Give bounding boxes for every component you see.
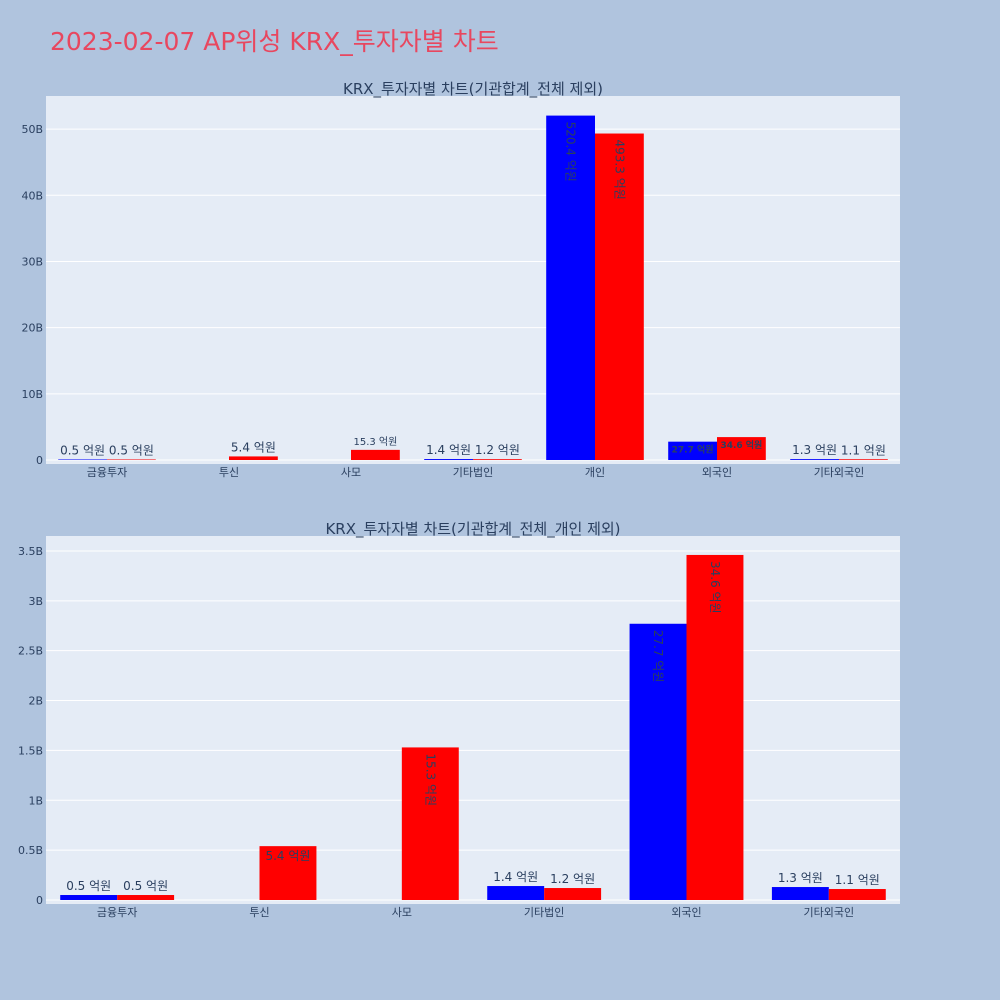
data-label: 1.3 억원 <box>778 871 823 885</box>
data-label: 34.6 억원 <box>708 561 722 614</box>
bar <box>487 886 545 900</box>
chart-title: KRX_투자자별 차트(기관합계_전체 제외) <box>343 80 603 99</box>
x-tick-label: 금융투자 <box>97 906 137 919</box>
bar <box>229 456 278 460</box>
data-label: 1.1 억원 <box>841 443 886 457</box>
bar <box>544 888 602 900</box>
data-label: 1.2 억원 <box>475 443 520 457</box>
x-tick-label: 기타외국인 <box>804 906 855 919</box>
bar <box>259 846 317 900</box>
bar <box>424 459 473 460</box>
data-label: 520.4 억원 <box>564 122 578 182</box>
bar <box>401 747 459 900</box>
data-label: 0.5 억원 <box>66 879 111 893</box>
data-label: 27.7 억원 <box>651 630 665 683</box>
bar <box>629 623 687 900</box>
bar <box>60 895 118 900</box>
data-label: 0.5 억원 <box>109 444 154 458</box>
x-tick-label: 개인 <box>585 466 605 479</box>
bar <box>790 459 839 460</box>
x-tick-label: 기타법인 <box>524 906 564 919</box>
x-tick-label: 사모 <box>392 906 412 919</box>
data-label: 1.2 억원 <box>550 872 595 886</box>
data-label: 15.3 억원 <box>353 436 397 448</box>
bar <box>107 459 156 460</box>
chart-2: 0 0.5B 1B 1.5B 2B 2.5B 3B 3.5B KRX_투자자별 차트(기관합계_… <box>18 520 900 919</box>
y-tick-label: 2.5B <box>18 645 43 658</box>
data-label: 1.4 억원 <box>426 443 471 457</box>
x-tick-label: 외국인 <box>702 466 732 479</box>
y-tick-label: 1.5B <box>18 744 43 757</box>
chart-title: KRX_투자자별 차트(기관합계_전체_개인 제외) <box>325 520 620 539</box>
y-tick-label: 20B <box>21 322 43 335</box>
data-label: 5.4 억원 <box>265 849 310 863</box>
plot-area <box>46 536 900 904</box>
y-tick-label: 0.5B <box>18 844 43 857</box>
data-label: 0.5 억원 <box>123 879 168 893</box>
data-label: 15.3 억원 <box>423 753 437 806</box>
y-tick-label: 2B <box>28 695 43 708</box>
x-tick-label: 사모 <box>341 466 361 479</box>
bar <box>546 115 595 461</box>
data-label: 493.3 억원 <box>612 140 626 200</box>
bar <box>351 449 400 460</box>
y-tick-label: 3B <box>28 595 43 608</box>
bar <box>58 459 107 460</box>
bar <box>473 459 522 460</box>
y-tick-label: 0 <box>36 894 43 907</box>
x-tick-label: 금융투자 <box>87 466 127 479</box>
bar <box>117 895 175 900</box>
bar <box>595 133 644 460</box>
bar <box>828 889 886 900</box>
y-tick-label: 40B <box>21 189 43 202</box>
x-tick-label: 투신 <box>219 466 239 479</box>
x-tick-label: 기타법인 <box>453 466 493 479</box>
chart-1: 0 10B 20B 30B 40B 50B KRX_투자자별 차트(기관합계_전체 제외) 금… <box>21 80 900 479</box>
y-tick-label: 3.5B <box>18 545 43 558</box>
plot-area <box>46 96 900 464</box>
y-tick-label: 0 <box>36 454 43 467</box>
data-label: 5.4 억원 <box>231 440 276 454</box>
y-tick-label: 50B <box>21 123 43 136</box>
data-label: 1.4 억원 <box>493 870 538 884</box>
data-label: 0.5 억원 <box>60 444 105 458</box>
data-label: 27.7 억원 <box>672 444 714 456</box>
bar <box>717 437 766 460</box>
data-label: 34.6 억원 <box>720 439 762 451</box>
bar <box>771 887 829 900</box>
y-tick-label: 30B <box>21 255 43 268</box>
data-label: 1.1 억원 <box>835 873 880 887</box>
y-tick-label: 10B <box>21 388 43 401</box>
bar <box>686 554 744 900</box>
bar <box>839 459 888 460</box>
x-tick-label: 외국인 <box>671 906 701 919</box>
bar <box>668 441 717 460</box>
y-tick-label: 1B <box>28 794 43 807</box>
page-title: 2023-02-07 AP위성 KRX_투자자별 차트 <box>50 27 499 56</box>
x-tick-label: 투신 <box>249 906 269 919</box>
x-tick-label: 기타외국인 <box>814 466 865 479</box>
data-label: 1.3 억원 <box>792 443 837 457</box>
